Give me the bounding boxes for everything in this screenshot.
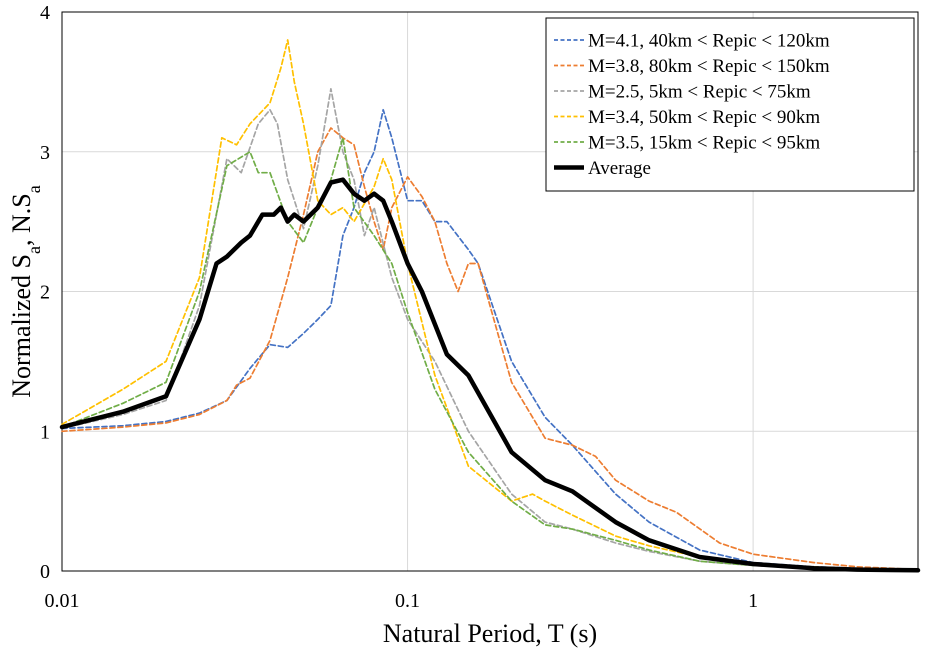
x-tick-label: 0.01 xyxy=(45,590,80,612)
y-tick-labels: 0 1 2 3 4 xyxy=(40,2,50,583)
y-tick-label: 3 xyxy=(40,142,50,164)
series-line-4 xyxy=(61,39,919,572)
legend-box xyxy=(545,17,915,192)
y-tick-label: 0 xyxy=(40,561,50,583)
legend-label-6: Average xyxy=(588,158,651,179)
y-tick-label: 2 xyxy=(40,282,50,304)
legend-label-1: M=4.1, 40km < Repic < 120km xyxy=(588,31,830,52)
x-tick-label: 0.1 xyxy=(395,590,420,612)
x-axis-title: Natural Period, T (s) xyxy=(383,619,597,648)
legend-label-2: M=3.8, 80km < Repic < 150km xyxy=(588,56,830,77)
y-axis-title-mid: , N.S xyxy=(7,193,36,246)
series-line-5 xyxy=(61,136,919,572)
series-line-6 xyxy=(59,177,921,573)
y-tick-label: 4 xyxy=(40,2,50,24)
plot-frame xyxy=(61,11,919,572)
x-tick-label: 1 xyxy=(748,590,758,612)
x-tick-labels: 0.01 0.1 1 xyxy=(45,590,759,612)
series-group xyxy=(59,39,921,573)
y-axis-title: Normalized Sa, N.Sa xyxy=(7,185,44,397)
y-axis-title-sub1: a xyxy=(24,246,44,254)
series-line-2 xyxy=(61,127,919,571)
series-line-3 xyxy=(61,88,919,572)
legend-label-4: M=3.4, 50km < Repic < 90km xyxy=(588,107,820,128)
series-line-1 xyxy=(61,108,919,571)
y-axis-title-sub2: a xyxy=(24,185,44,193)
y-axis-title-base: Normalized S xyxy=(7,254,36,398)
legend: M=4.1, 40km < Repic < 120km M=3.8, 80km <… xyxy=(545,17,915,192)
y-tick-label: 1 xyxy=(40,421,50,443)
legend-label-5: M=3.5, 15km < Repic < 95km xyxy=(588,133,820,154)
legend-label-3: M=2.5, 5km < Repic < 75km xyxy=(588,82,811,103)
